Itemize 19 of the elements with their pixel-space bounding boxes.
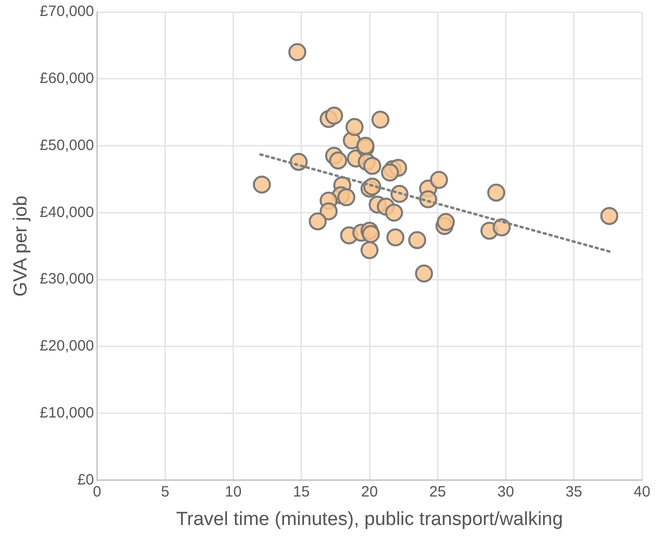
y-tick-label: £20,000 [40,338,94,355]
x-axis-title: Travel time (minutes), public transport/walking [176,508,563,530]
y-tick-label: £10,000 [40,404,94,422]
x-tick-label: 40 [634,483,650,500]
x-tick-label: 25 [429,483,446,500]
y-tick-label: £30,000 [40,270,94,288]
x-tick-label: 35 [566,483,582,500]
x-tick-label: 15 [293,483,310,500]
y-axis-title: GVA per job [10,196,32,297]
x-tick-label: 0 [92,483,102,500]
x-tick-label: 20 [361,483,378,500]
y-tick-label: £60,000 [40,70,94,88]
y-tick-label: £70,000 [40,3,94,20]
x-tick-label: 5 [160,483,170,500]
x-tick-label: 30 [497,483,514,500]
x-tick-label: 10 [224,483,242,500]
y-tick-label: £40,000 [40,204,94,221]
y-tick-label: £0 [77,471,94,488]
y-tick-label: £50,000 [40,136,94,154]
